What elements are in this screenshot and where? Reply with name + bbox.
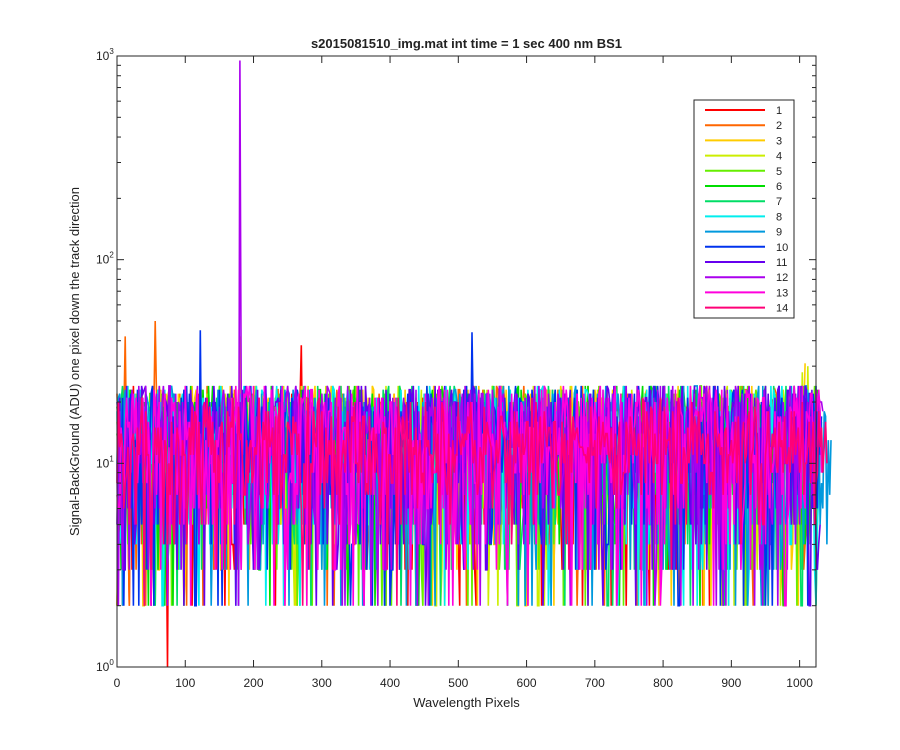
legend-label-9: 9 [776,227,782,239]
x-tick-label: 800 [653,676,673,690]
legend-label-13: 13 [776,287,788,299]
x-tick-label: 600 [517,676,537,690]
x-tick-label: 0 [114,676,121,690]
legend-box [693,99,795,319]
axis-layer: 0 100 200 300 400 500 600 700 800 900 100010010110… [96,47,816,690]
legend-label-10: 10 [776,242,788,254]
x-tick-label: 300 [312,676,332,690]
chart-title: s2015081510_img.mat int time = 1 sec 400… [311,36,622,51]
x-tick-label: 400 [380,676,400,690]
series-line-13 [116,385,823,607]
x-axis-label: Wavelength Pixels [413,695,520,710]
x-tick-label: 100 [175,676,195,690]
legend-label-1: 1 [776,105,782,117]
x-tick-label: 500 [448,676,468,690]
legend-label-4: 4 [776,151,782,163]
x-tick-label: 1000 [786,676,813,690]
y-tick-label: 101 [96,454,114,470]
y-tick-label: 100 [96,658,114,674]
legend-label-11: 11 [776,257,787,269]
plot-frame [116,55,817,668]
y-tick-label: 102 [96,251,114,267]
x-tick-label: 700 [585,676,605,690]
legend-label-14: 14 [776,303,788,315]
series-layer [116,60,832,668]
legend-label-3: 3 [776,135,782,147]
series-line-14 [116,397,828,606]
series-line-11 [116,385,821,607]
x-tick-label: 900 [721,676,741,690]
legend-label-5: 5 [776,166,782,178]
legend-label-7: 7 [776,196,782,208]
legend-label-2: 2 [776,120,782,132]
y-tick-label: 103 [96,47,114,63]
y-axis-label: Signal-BackGround (ADU) one pixel down t… [67,187,82,536]
legend-label-6: 6 [776,181,782,193]
legend-label-8: 8 [776,211,782,223]
x-tick-label: 200 [244,676,264,690]
legend-label-12: 12 [776,272,788,284]
